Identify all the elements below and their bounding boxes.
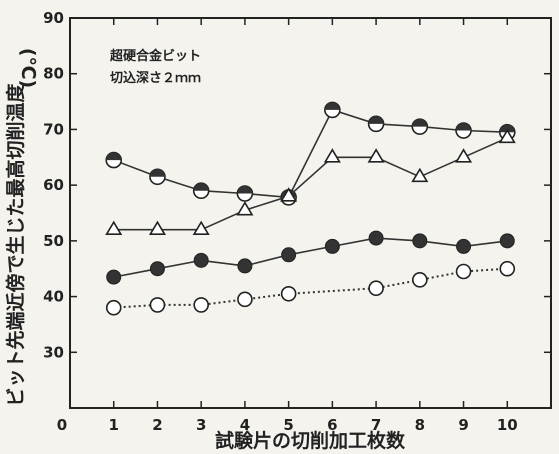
x-tick-label: 0 (57, 416, 67, 434)
series-1-line (113, 108, 508, 199)
tick-labels: 0 1 2 3 4 5 6 7 8 9 10 30 40 50 60 70 80 90 (43, 9, 518, 434)
series-2-point (411, 167, 429, 183)
series-1-point (149, 168, 166, 186)
x-tick-label: 9 (458, 416, 468, 434)
x-axis-title: 試験片の切削加工枚数 (215, 429, 406, 452)
series-4-point (237, 291, 253, 308)
x-tick-label: 4 (240, 416, 250, 434)
x-tick-label: 7 (371, 416, 381, 434)
series-2-point (498, 128, 516, 144)
series-2-point (236, 201, 254, 216)
series-2-point (280, 187, 298, 202)
series-4-point (499, 260, 516, 277)
series-1-point (192, 182, 210, 200)
x-tick-label: 10 (497, 416, 518, 434)
series-1-point (411, 118, 429, 135)
y-tick-label: 70 (43, 120, 64, 138)
series-4-point (412, 272, 428, 288)
series-1 (105, 101, 516, 206)
series-1-point (367, 115, 385, 133)
y-tick-label: 60 (43, 176, 64, 194)
series-1-point (455, 122, 472, 139)
series-4 (105, 260, 516, 316)
axes (69, 17, 552, 409)
series-3-point (281, 247, 297, 263)
x-tick-label: 3 (196, 416, 206, 434)
series-3-line (113, 237, 508, 278)
series-3-point (456, 238, 472, 254)
series-2-point (455, 148, 473, 163)
series-3-point (106, 269, 122, 285)
series-4-point (280, 285, 297, 302)
x-tick-label: 1 (109, 416, 119, 434)
series-4-point (149, 297, 166, 313)
x-tick-label: 8 (415, 416, 425, 434)
series-3-point (368, 230, 384, 246)
annotation-line-1: 超硬合金ビット (110, 48, 201, 64)
series-4-point (368, 280, 384, 297)
y-tick-label: 40 (43, 288, 64, 306)
series-2-point (367, 148, 385, 163)
series-3-point (412, 233, 428, 249)
y-axis-title: ビット先端近傍で生じた最高切削温度 (4, 83, 27, 407)
series-3-point (499, 233, 515, 249)
series-2-point (323, 148, 341, 163)
series-2-line (113, 137, 508, 231)
x-tick-label: 6 (327, 416, 337, 434)
x-tick-label: 2 (152, 416, 162, 434)
series-3-point (324, 238, 340, 254)
series-1-point (236, 185, 254, 202)
plot-frame (69, 17, 552, 409)
series-2 (105, 128, 516, 236)
series-2-point (105, 220, 123, 236)
series-4-line (113, 267, 508, 309)
series-1-point (105, 151, 123, 169)
y-tick-label: 80 (43, 65, 64, 83)
plot-area (105, 101, 516, 316)
series-3-point (193, 252, 209, 268)
series-4-point (455, 263, 472, 280)
y-tick-label: 90 (43, 9, 64, 27)
series-4-point (193, 297, 209, 313)
series-2-point (192, 220, 210, 236)
series-1-point (324, 101, 341, 119)
series-2-point (148, 220, 166, 236)
series-3-point (237, 258, 253, 274)
series-3-point (149, 261, 165, 277)
y-tick-label: 30 (43, 343, 64, 361)
series-3 (106, 230, 515, 285)
x-tick-label: 5 (283, 416, 293, 434)
ticks (70, 17, 551, 408)
annotation-line-2: 切込深さ２ｍｍ (110, 70, 201, 86)
y-tick-label: 50 (43, 232, 64, 250)
series-4-point (105, 299, 122, 316)
y-axis-unit: (℃) (17, 48, 39, 88)
